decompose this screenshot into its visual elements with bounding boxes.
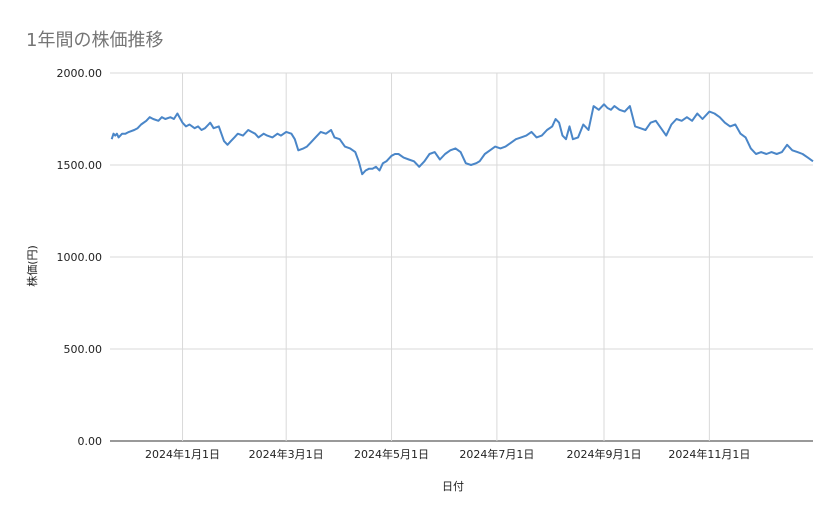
x-axis-title: 日付 [442,480,464,493]
x-tick-label: 2024年5月1日 [354,447,429,461]
x-tick-label: 2024年3月1日 [249,447,324,461]
x-tick-label: 2024年7月1日 [459,447,534,461]
y-axis-title: 株価(円) [25,245,39,287]
y-tick-label: 1000.00 [57,251,103,264]
series-line [110,103,814,176]
x-tick-label: 2024年1月1日 [145,447,220,461]
grid [110,72,813,442]
chart-title: 1年間の株価推移 [26,30,164,51]
series-layer [110,103,814,176]
y-tick-label: 1500.00 [57,159,103,172]
x-tick-label: 2024年11月1日 [668,447,750,461]
x-tick-label: 2024年9月1日 [567,447,642,461]
y-tick-label: 500.00 [64,343,103,356]
y-tick-label: 2000.00 [57,67,103,80]
y-tick-label: 0.00 [78,435,103,448]
axes: 0.00 500.00 1000.00 1500.00 2000.00 2024年1月1日… [57,67,751,461]
